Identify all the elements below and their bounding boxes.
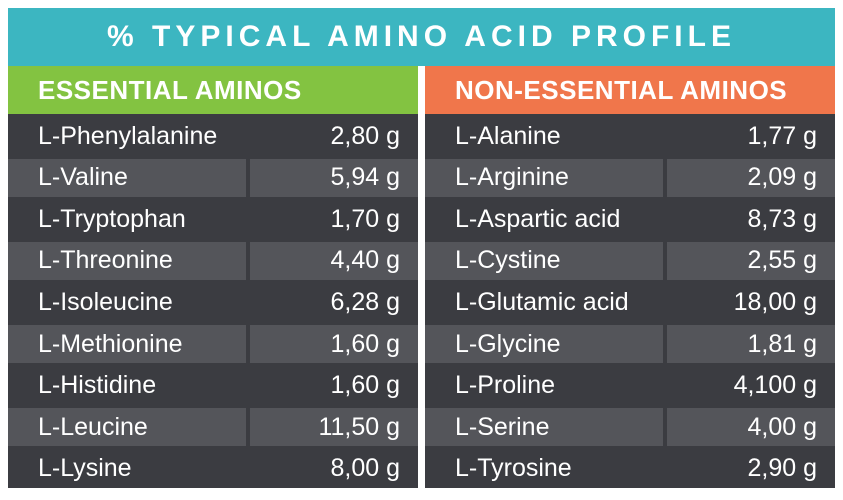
amino-value: 8,73 g — [747, 204, 817, 233]
amino-name: L-Aspartic acid — [455, 204, 621, 233]
table-row: L-Phenylalanine 2,80 g — [8, 117, 418, 156]
amino-value: 6,28 g — [330, 287, 400, 316]
amino-name: L-Glutamic acid — [455, 287, 629, 316]
amino-name: L-Proline — [455, 371, 556, 400]
amino-value: 11,50 g — [249, 407, 418, 447]
amino-value: 2,09 g — [666, 158, 835, 198]
amino-name: L-Valine — [8, 158, 246, 198]
amino-value: 1,70 g — [330, 204, 400, 233]
amino-value: 5,94 g — [249, 158, 418, 198]
amino-name: L-Cystine — [425, 241, 663, 281]
amino-name: L-Glycine — [425, 324, 663, 364]
amino-value: 2,90 g — [747, 454, 817, 483]
page-title: % TYPICAL AMINO ACID PROFILE — [107, 20, 736, 53]
table-row: L-Tyrosine 2,90 g — [425, 449, 835, 488]
amino-value: 8,00 g — [330, 454, 400, 483]
table-row: L-Aspartic acid 8,73 g — [425, 200, 835, 239]
non-essential-aminos-column: NON-ESSENTIAL AMINOS L-Alanine 1,77 g L-… — [425, 66, 835, 488]
amino-value: 4,00 g — [666, 407, 835, 447]
amino-name: L-Alanine — [455, 121, 561, 150]
amino-name: L-Lysine — [38, 454, 132, 483]
amino-value: 4,40 g — [249, 241, 418, 281]
non-essential-aminos-header: NON-ESSENTIAL AMINOS — [425, 66, 835, 114]
table-row: L-Isoleucine 6,28 g — [8, 283, 418, 322]
table-row: L-Histidine 1,60 g — [8, 366, 418, 405]
amino-name: L-Isoleucine — [38, 287, 173, 316]
amino-name: L-Tyrosine — [455, 454, 572, 483]
table-row: L-Lysine 8,00 g — [8, 449, 418, 488]
amino-value: 2,80 g — [330, 121, 400, 150]
non-essential-aminos-header-label: NON-ESSENTIAL AMINOS — [455, 74, 788, 105]
table-row: L-Methionine 1,60 g — [8, 324, 418, 364]
amino-name: L-Threonine — [8, 241, 246, 281]
amino-acid-profile-table: % TYPICAL AMINO ACID PROFILE ESSENTIAL A… — [8, 8, 835, 488]
amino-value: 1,81 g — [666, 324, 835, 364]
table-row: L-Valine 5,94 g — [8, 158, 418, 198]
table-row: L-Arginine 2,09 g — [425, 158, 835, 198]
essential-aminos-header-label: ESSENTIAL AMINOS — [38, 74, 302, 105]
amino-name: L-Histidine — [38, 371, 157, 400]
amino-value: 1,60 g — [249, 324, 418, 364]
amino-name: L-Arginine — [425, 158, 663, 198]
amino-name: L-Methionine — [8, 324, 246, 364]
essential-aminos-header: ESSENTIAL AMINOS — [8, 66, 418, 114]
amino-name: L-Tryptophan — [38, 204, 186, 233]
table-row: L-Tryptophan 1,70 g — [8, 200, 418, 239]
non-essential-aminos-rows: L-Alanine 1,77 g L-Arginine 2,09 g L-Asp… — [425, 114, 835, 488]
essential-aminos-rows: L-Phenylalanine 2,80 g L-Valine 5,94 g L… — [8, 114, 418, 488]
table-row: L-Alanine 1,77 g — [425, 117, 835, 156]
essential-aminos-column: ESSENTIAL AMINOS L-Phenylalanine 2,80 g … — [8, 66, 418, 488]
amino-name: L-Leucine — [8, 407, 246, 447]
amino-value: 18,00 g — [733, 287, 817, 316]
table-row: L-Glycine 1,81 g — [425, 324, 835, 364]
amino-value: 4,100 g — [733, 371, 817, 400]
table-row: L-Cystine 2,55 g — [425, 241, 835, 281]
table-row: L-Proline 4,100 g — [425, 366, 835, 405]
table-row: L-Threonine 4,40 g — [8, 241, 418, 281]
columns-container: ESSENTIAL AMINOS L-Phenylalanine 2,80 g … — [8, 66, 835, 488]
amino-name: L-Serine — [425, 407, 663, 447]
amino-value: 1,77 g — [747, 121, 817, 150]
table-row: L-Glutamic acid 18,00 g — [425, 283, 835, 322]
amino-value: 2,55 g — [666, 241, 835, 281]
table-row: L-Leucine 11,50 g — [8, 407, 418, 447]
title-bar: % TYPICAL AMINO ACID PROFILE — [8, 8, 835, 66]
table-row: L-Serine 4,00 g — [425, 407, 835, 447]
amino-value: 1,60 g — [330, 371, 400, 400]
amino-name: L-Phenylalanine — [38, 121, 218, 150]
